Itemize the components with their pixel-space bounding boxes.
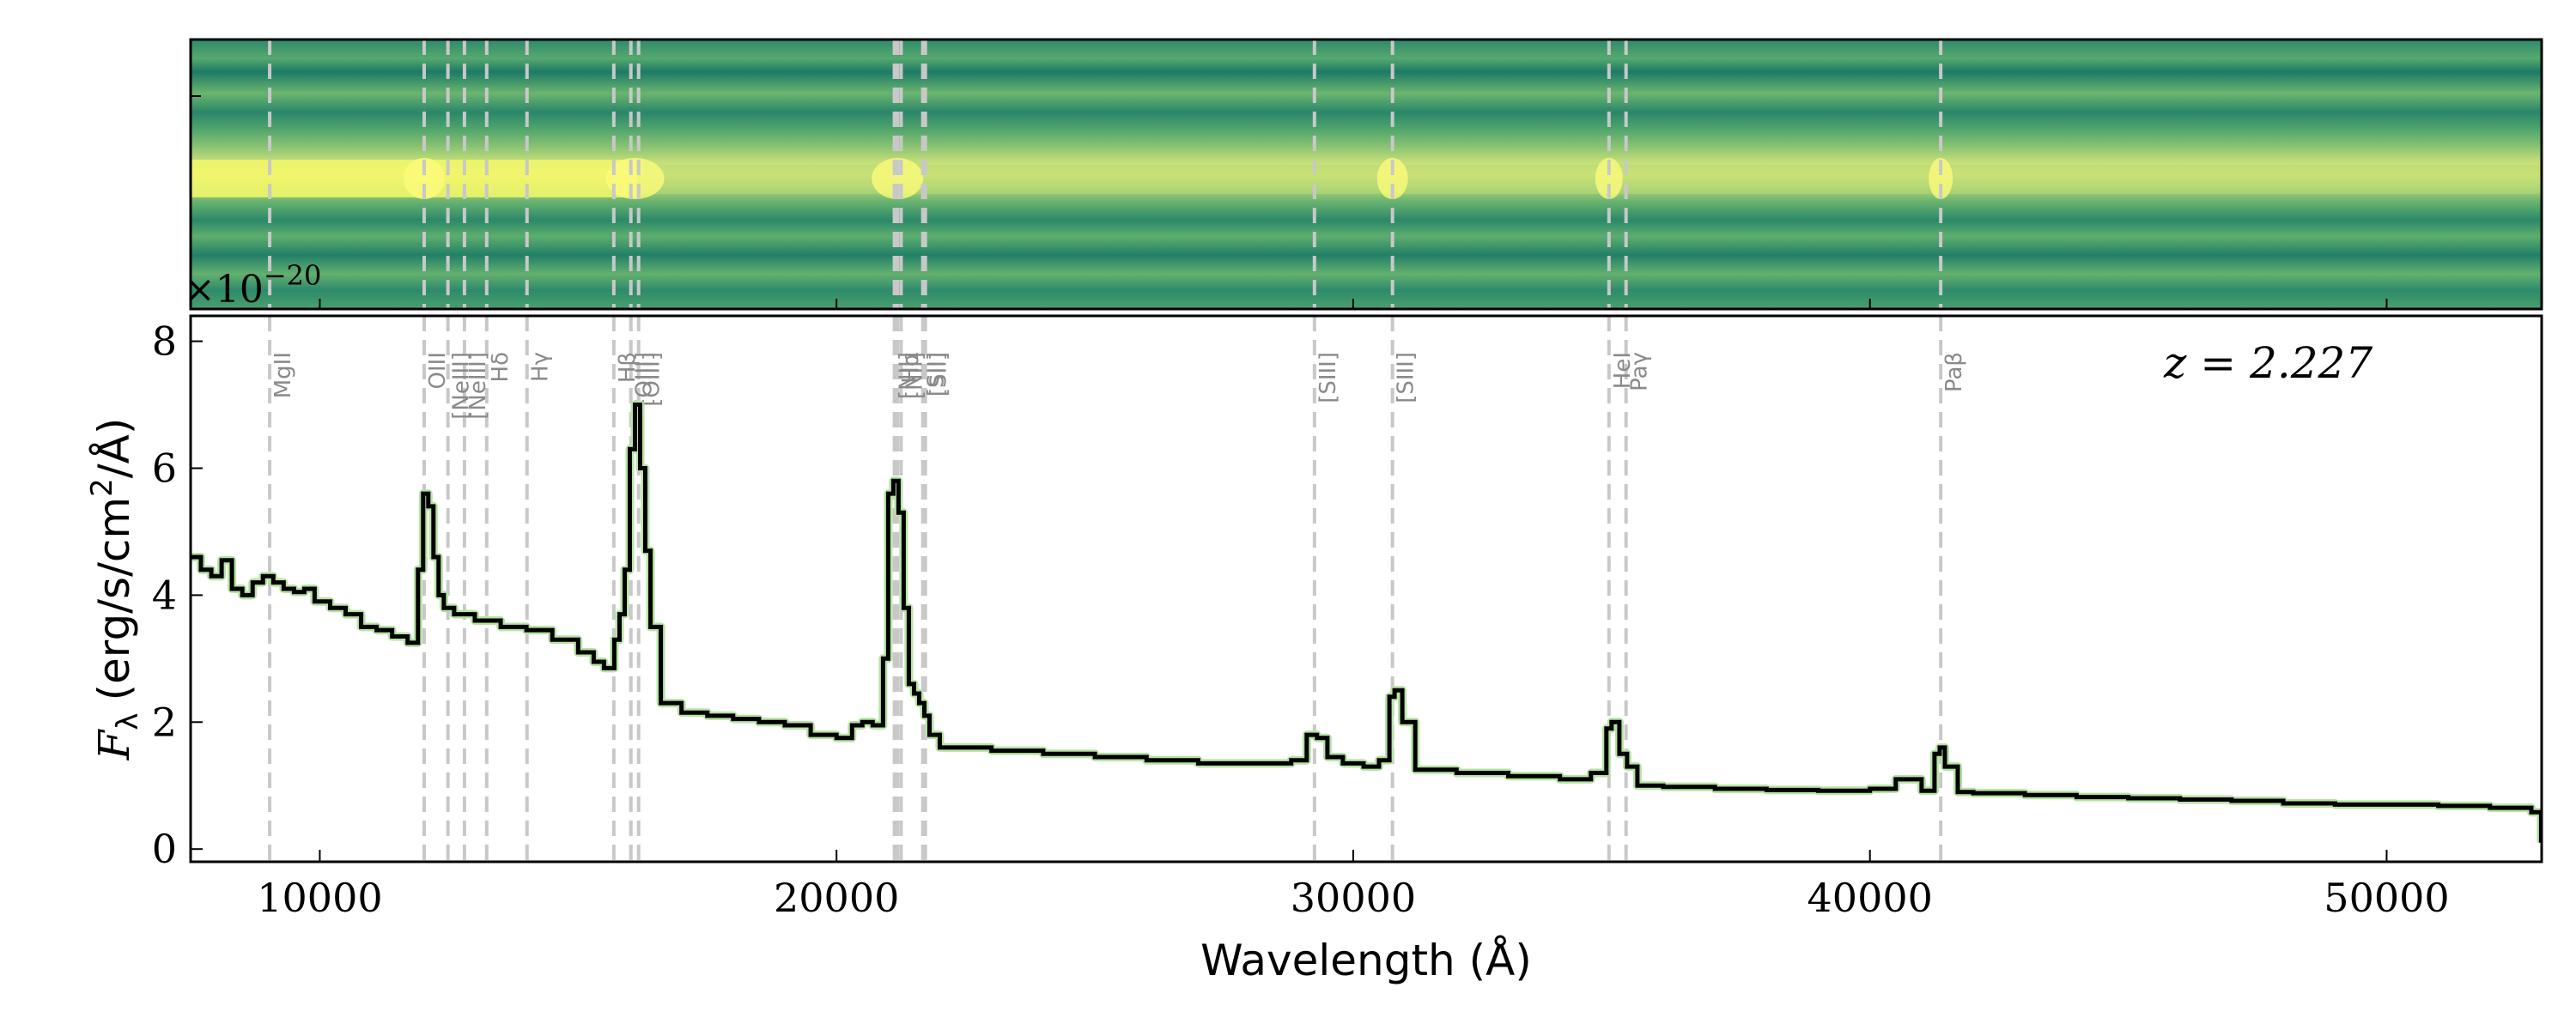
x-tick-label: 10000 (257, 875, 382, 921)
emission-line-label: [NeIII] (465, 352, 491, 420)
flux-multiplier: ×10−20 (184, 259, 321, 312)
y-tick-label: 8 (152, 318, 177, 365)
emission-line-label: [NII] (896, 352, 921, 399)
x-tick-label: 50000 (2324, 875, 2449, 921)
emission-line-label: [SIII] (1315, 352, 1341, 403)
emission-line-label: MgII (270, 352, 296, 398)
y-tick-label: 2 (152, 699, 177, 745)
y-tick-label: 6 (152, 445, 177, 491)
2d-spectrum-frame (189, 38, 2543, 311)
2d-spectrum-panel: ×10−20 (184, 38, 2543, 312)
emission-blob (605, 158, 665, 199)
spectrum-line (191, 403, 2542, 843)
emission-line-label: [NeIII] (449, 352, 475, 420)
emission-line-label: Hδ (488, 352, 513, 382)
emission-line-label: Paγ (1627, 352, 1653, 391)
x-tick-label: 20000 (774, 875, 899, 921)
emission-line-label: [SIII] (1394, 352, 1419, 403)
emission-line-label: [SII] (924, 352, 950, 397)
emission-line-label: Paβ (1941, 352, 1967, 392)
emission-line-label: [OIII] (640, 352, 665, 407)
emission-blob (1929, 158, 1953, 199)
1d-spectrum-panel: MgII OIII[NeIII][NeIII]Hδ Hγ Hβ[OIII][OIII]… (85, 314, 2543, 985)
emission-blob (872, 158, 924, 199)
emission-line-label: HeI (1610, 352, 1636, 389)
continuum-trace (637, 165, 2542, 194)
1d-spectrum-frame (189, 314, 2543, 863)
redshift-label: z = 2.227 (2163, 338, 2372, 388)
emission-line-label: Hβ (615, 352, 641, 383)
emission-blob (1376, 158, 1408, 199)
emission-line-label: [OIII] (632, 352, 658, 407)
spectrum-uncertainty-band (191, 400, 2542, 843)
y-axis-label: Fλ(erg/s/cm2/Å) (85, 418, 145, 761)
emission-blob (403, 158, 445, 199)
emission-line-label: [SII] (927, 352, 952, 397)
x-tick-label: 40000 (1807, 875, 1933, 921)
emission-blob (1595, 158, 1623, 199)
emission-line-label: Hα (898, 352, 924, 384)
x-axis-label: Wavelength (Å) (1200, 936, 1532, 985)
y-tick-label: 0 (152, 826, 177, 872)
y-tick-label: 4 (152, 572, 177, 618)
x-tick-label: 30000 (1291, 875, 1416, 921)
emission-line-label: OIII (425, 352, 451, 389)
emission-line-label: [NII] (902, 352, 927, 399)
emission-line-label: Hγ (528, 352, 554, 382)
